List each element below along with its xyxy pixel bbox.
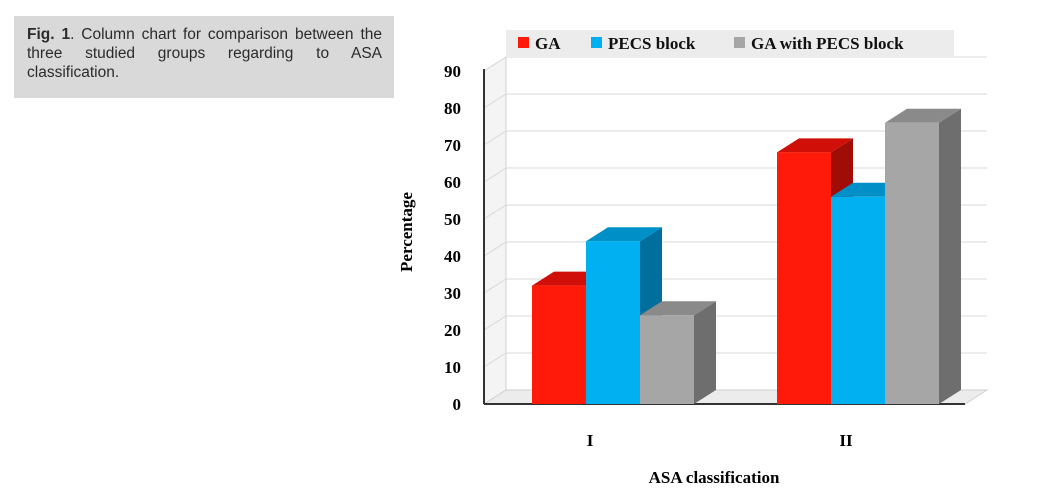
chart-bars	[532, 108, 961, 405]
bar-side	[939, 108, 961, 405]
gridline	[483, 93, 987, 109]
y-tick-label: 60	[444, 173, 461, 192]
y-axis-title: Percentage	[397, 192, 416, 272]
gridline	[483, 56, 987, 72]
bar-top	[777, 138, 853, 153]
legend-box	[506, 30, 954, 56]
chart-legend: GA PECS block GA with PECS block	[506, 30, 954, 56]
y-tick-label: 80	[444, 99, 461, 118]
bar-front	[831, 196, 885, 404]
bar-front	[885, 122, 939, 405]
figure-caption-text: . Column chart for comparison between th…	[27, 26, 382, 81]
y-tick-label: 50	[444, 210, 461, 229]
bar-top	[885, 108, 961, 123]
gridline	[483, 130, 987, 146]
bar-ga-with-pecs-block-i	[640, 301, 716, 404]
bar-top	[640, 301, 716, 316]
legend-label: GA with PECS block	[751, 34, 904, 53]
x-tick-label: II	[839, 431, 853, 450]
bar-front	[640, 315, 694, 404]
figure-caption: Fig. 1. Column chart for comparison betw…	[14, 16, 394, 98]
bar-front	[532, 285, 586, 404]
y-tick-label: 90	[444, 62, 461, 81]
x-tick-label: I	[587, 431, 594, 450]
bar-top	[586, 227, 662, 242]
y-tick-label: 20	[444, 321, 461, 340]
y-tick-label: 40	[444, 247, 461, 266]
legend-swatch	[518, 37, 529, 48]
legend-label: PECS block	[608, 34, 696, 53]
bar-front	[586, 241, 640, 404]
y-tick-label: 70	[444, 136, 461, 155]
y-tick-label: 0	[453, 395, 462, 414]
y-tick-label: 10	[444, 358, 461, 377]
figure-label: Fig. 1	[27, 26, 71, 43]
x-axis-title: ASA classification	[649, 468, 780, 487]
bar-front	[777, 152, 831, 404]
legend-label: GA	[535, 34, 561, 53]
legend-swatch	[591, 37, 602, 48]
side-wall	[483, 56, 507, 405]
bar-ga-with-pecs-block-ii	[885, 108, 961, 405]
y-tick-label: 30	[444, 284, 461, 303]
bar-side	[694, 301, 716, 404]
legend-swatch	[734, 37, 745, 48]
